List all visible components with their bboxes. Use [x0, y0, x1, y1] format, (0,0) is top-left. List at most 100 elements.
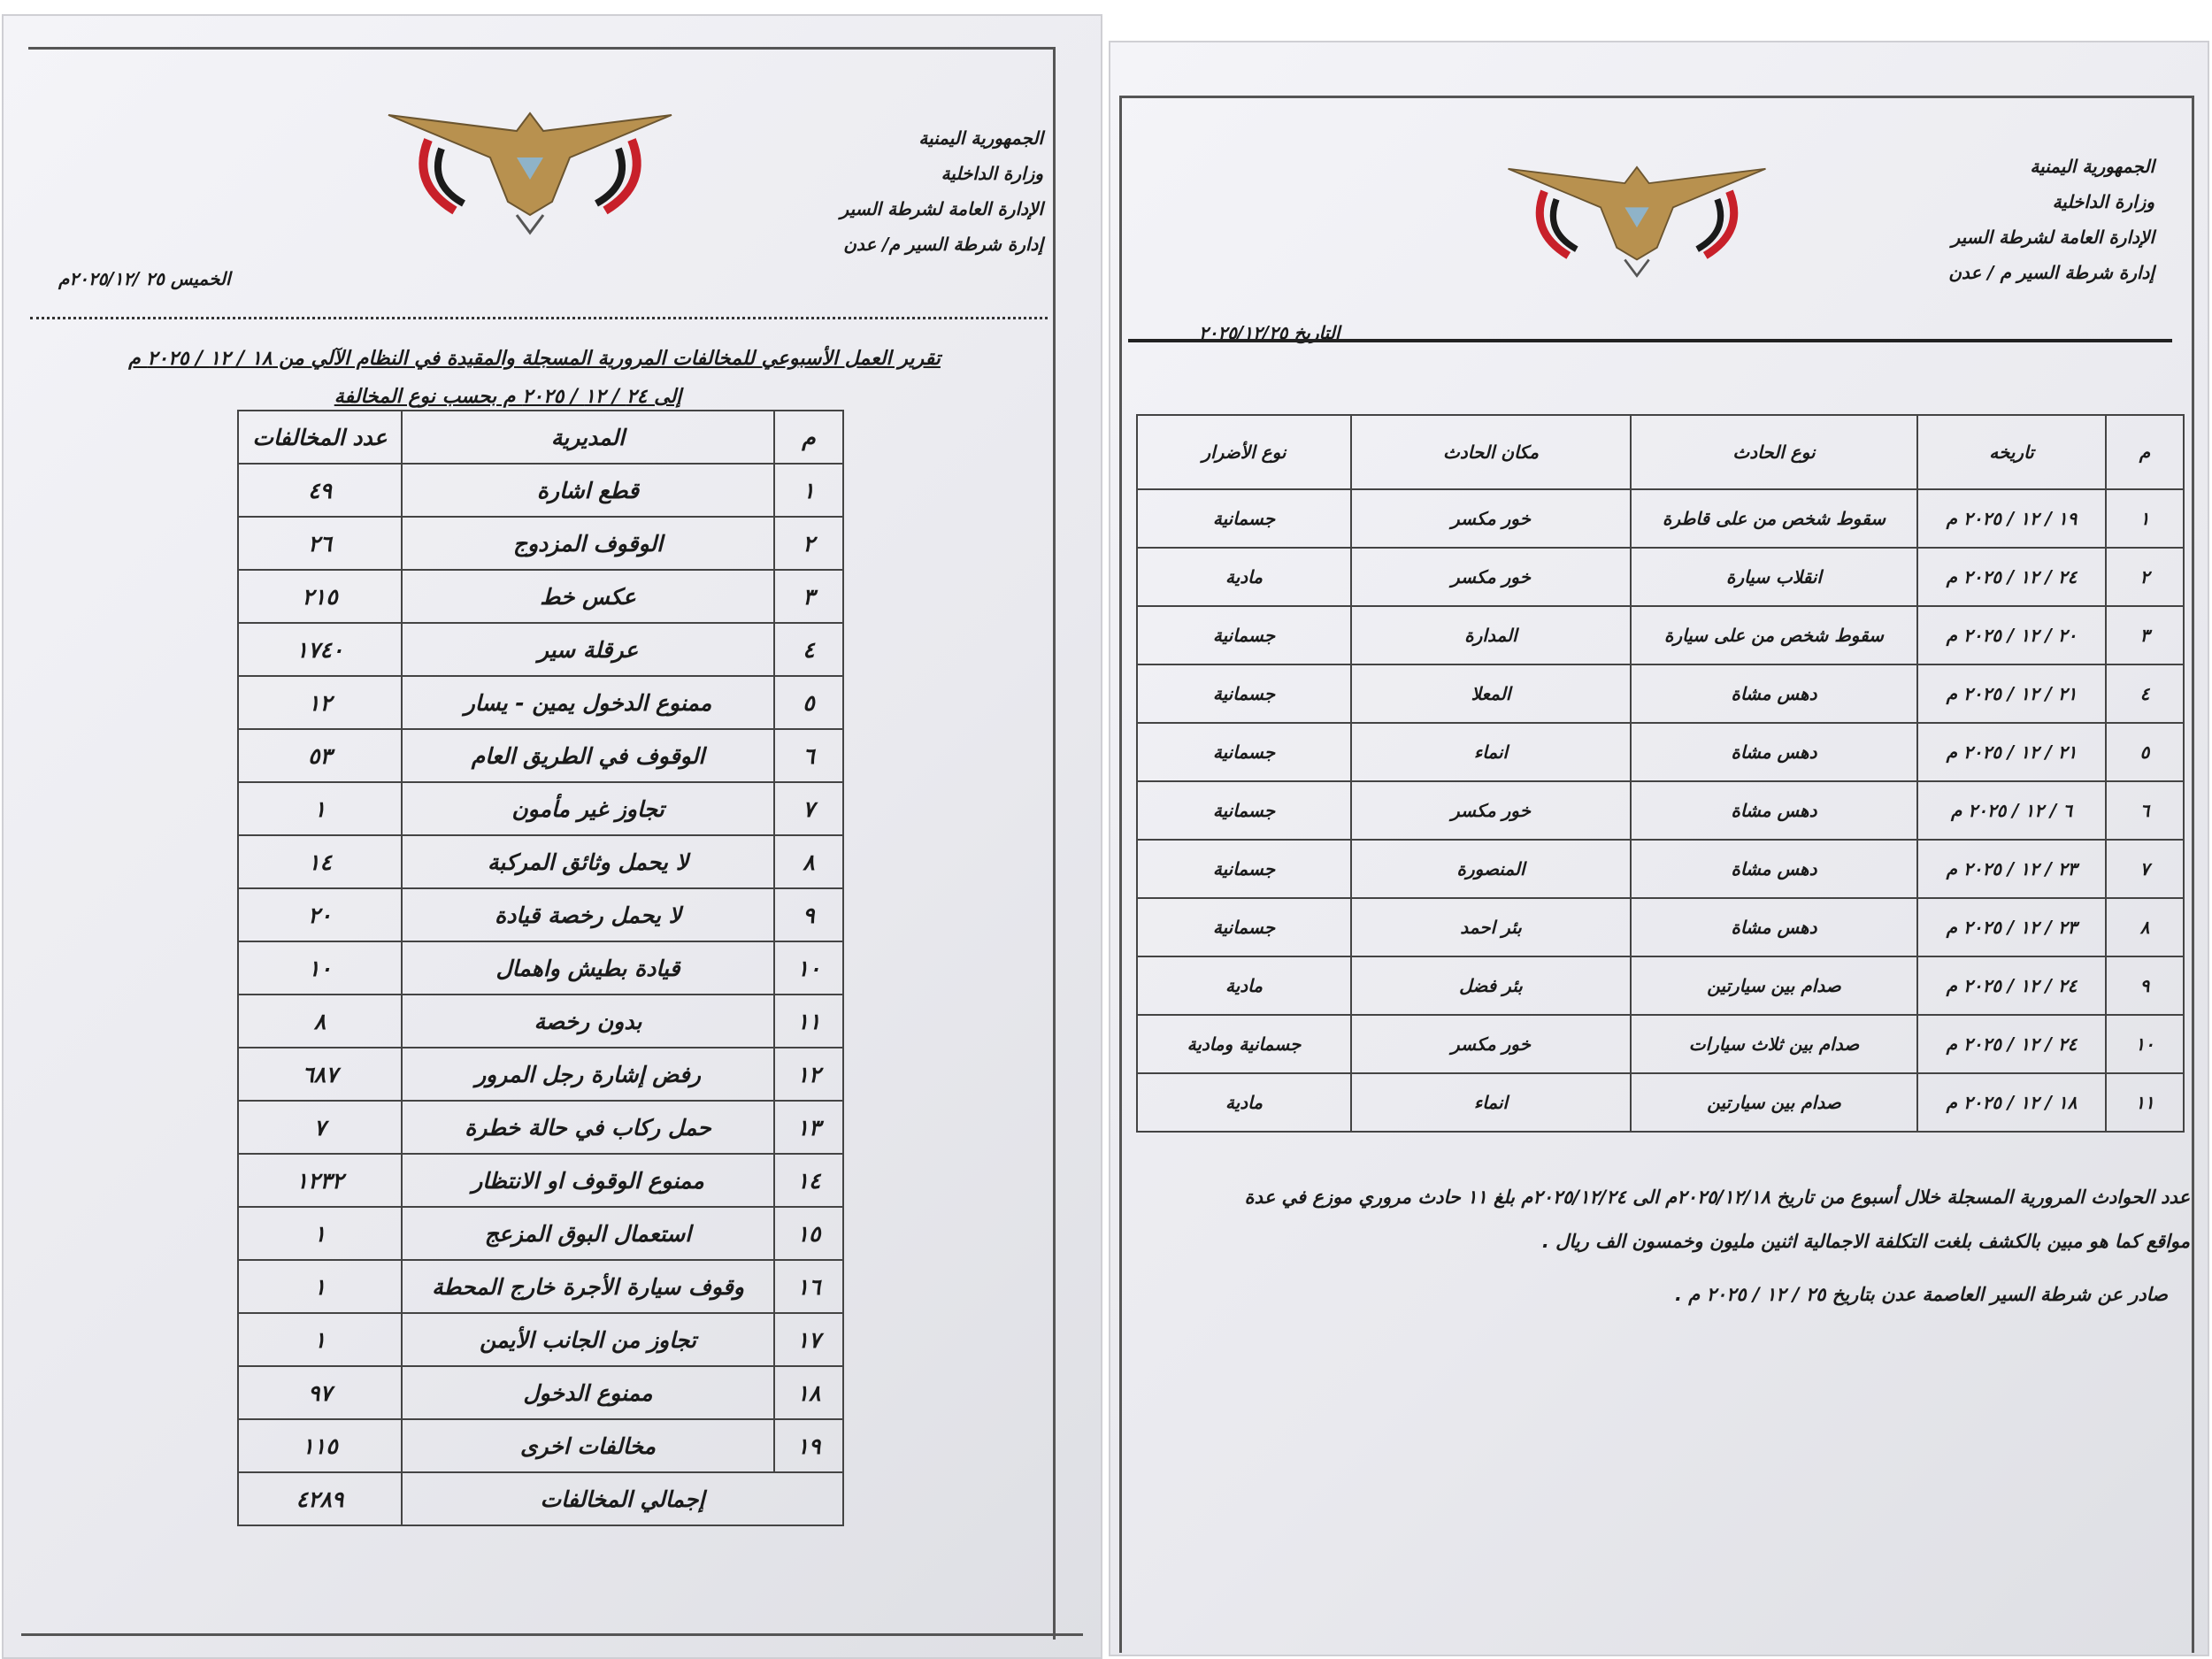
- cell-date: ٢١ / ١٢ / ٢٠٢٥ م: [1916, 664, 2107, 724]
- table-row: ١ قطع اشارة ٤٩: [237, 463, 844, 518]
- cell-type: بدون رخصة: [401, 994, 775, 1048]
- table-row: ١٧ تجاوز من الجانب الأيمن ١: [237, 1312, 844, 1367]
- report-subtitle: إلى ٢٤ / ١٢ / ٢٠٢٥ م بحسب نوع المخالفة: [334, 386, 682, 408]
- cell-count: ١٢: [237, 675, 403, 730]
- cell-num: ٦: [2105, 780, 2185, 841]
- cell-num: ٤: [773, 622, 844, 677]
- summary-line: مواقع كما هو مبين بالكشف بلغت التكلفة ال…: [1541, 1231, 2190, 1252]
- cell-place: انماء: [1350, 1072, 1632, 1133]
- cell-num: ٧: [773, 781, 844, 836]
- yemen-emblem-icon: [388, 111, 672, 235]
- frame-top: [28, 47, 1055, 50]
- table-row: ٨ ٢٣ / ١٢ / ٢٠٢٥ م دهس مشاة بئر احمد جسمانية: [1136, 897, 2185, 957]
- cell-count: ٤٩: [237, 463, 403, 518]
- cell-num: ٣: [773, 569, 844, 624]
- cell-place: بئر فضل: [1350, 956, 1632, 1016]
- cell-num: ٢: [2105, 547, 2185, 607]
- frame-right: [2192, 96, 2194, 1653]
- table-row: ١ ١٩ / ١٢ / ٢٠٢٥ م سقوط شخص من على قاطرة خو…: [1136, 488, 2185, 549]
- cell-date: ١٩ / ١٢ / ٢٠٢٥ م: [1916, 488, 2107, 549]
- cell-type: لا يحمل رخصة قيادة: [401, 887, 775, 942]
- cell-type: دهس مشاة: [1630, 780, 1918, 841]
- cell-type: تجاوز غير مأمون: [401, 781, 775, 836]
- header-place: مكان الحادث: [1350, 414, 1632, 490]
- cell-type: عكس خط: [401, 569, 775, 624]
- table-row: ١١ بدون رخصة ٨: [237, 994, 844, 1048]
- cell-count: ٧: [237, 1100, 403, 1155]
- letterhead: الجمهورية اليمنية وزارة الداخلية الإدارة…: [1948, 149, 2154, 290]
- cell-date: ٢٠ / ١٢ / ٢٠٢٥ م: [1916, 605, 2107, 665]
- cell-damage: مادية: [1136, 547, 1352, 607]
- cell-num: ٩: [773, 887, 844, 942]
- letterhead: الجمهورية اليمنية وزارة الداخلية الإدارة…: [841, 120, 1043, 262]
- table-row: ١٠ قيادة بطيش واهمال ١٠: [237, 941, 844, 995]
- cell-count: ١٢٣٢: [237, 1153, 403, 1208]
- table-row: ١٠ ٢٤ / ١٢ / ٢٠٢٥ م صدام بين ثلاث سيارات خو…: [1136, 1014, 2185, 1074]
- table-row: ٩ لا يحمل رخصة قيادة ٢٠: [237, 887, 844, 942]
- cell-place: المعلا: [1350, 664, 1632, 724]
- summary-line: عدد الحوادث المرورية المسجلة خلال أسبوع …: [1244, 1187, 2190, 1208]
- table-row: ٦ الوقوف في الطريق العام ٥٣: [237, 728, 844, 783]
- cell-num: ١: [2105, 488, 2185, 549]
- table-row: ٣ ٢٠ / ١٢ / ٢٠٢٥ م سقوط شخص من على سيارة ال…: [1136, 605, 2185, 665]
- cell-damage: مادية: [1136, 1072, 1352, 1133]
- cell-type: سقوط شخص من على سيارة: [1630, 605, 1918, 665]
- cell-count: ٥٣: [237, 728, 403, 783]
- cell-num: ١١: [2105, 1072, 2185, 1133]
- cell-place: انماء: [1350, 722, 1632, 782]
- letterhead-line: وزارة الداخلية: [941, 163, 1043, 184]
- frame-bottom: [21, 1633, 1083, 1636]
- cell-place: بئر احمد: [1350, 897, 1632, 957]
- total-label: إجمالي المخالفات: [401, 1471, 844, 1526]
- table-row: ١١ ١٨ / ١٢ / ٢٠٢٥ م صدام بين سيارتين انماء م…: [1136, 1072, 2185, 1133]
- table-row: ٩ ٢٤ / ١٢ / ٢٠٢٥ م صدام بين سيارتين بئر فضل…: [1136, 956, 2185, 1016]
- table-row: ٤ عرقلة سير ١٧٤٠: [237, 622, 844, 677]
- cell-count: ٨: [237, 994, 403, 1048]
- yemen-emblem-icon: [1508, 165, 1766, 278]
- cell-type: صدام بين سيارتين: [1630, 956, 1918, 1016]
- cell-count: ١٧٤٠: [237, 622, 403, 677]
- cell-date: ٢٤ / ١٢ / ٢٠٢٥ م: [1916, 547, 2107, 607]
- summary-paragraph: عدد الحوادث المرورية المسجلة خلال أسبوع …: [1128, 1175, 2190, 1263]
- cell-num: ٤: [2105, 664, 2185, 724]
- cell-count: ٩٧: [237, 1365, 403, 1420]
- cell-type: عرقلة سير: [401, 622, 775, 677]
- cell-num: ١٧: [773, 1312, 844, 1367]
- table-row: ٨ لا يحمل وثائق المركبة ١٤: [237, 834, 844, 889]
- cell-num: ٩: [2105, 956, 2185, 1016]
- table-row: ٧ ٢٣ / ١٢ / ٢٠٢٥ م دهس مشاة المنصورة جسمانية: [1136, 839, 2185, 899]
- table-row: ٥ ممنوع الدخول يمين - يسار ١٢: [237, 675, 844, 730]
- cell-type: قيادة بطيش واهمال: [401, 941, 775, 995]
- cell-damage: جسمانية: [1136, 780, 1352, 841]
- table-row: ١٥ استعمال البوق المزعج ١: [237, 1206, 844, 1261]
- letterhead-line: إدارة شرطة السير م/ عدن: [843, 234, 1043, 255]
- table-row: ٢ الوقوف المزدوج ٢٦: [237, 516, 844, 571]
- cell-num: ١٩: [773, 1418, 844, 1473]
- cell-type: لا يحمل وثائق المركبة: [401, 834, 775, 889]
- header-type: نوع الحادث: [1630, 414, 1918, 490]
- report-date: الخميس ٢٥ /٢٠٢٥/١٢م: [58, 268, 231, 289]
- header-num: م: [2105, 414, 2185, 490]
- cell-type: ممنوع الدخول يمين - يسار: [401, 675, 775, 730]
- frame-top: [1119, 96, 2193, 98]
- header-divider: [1128, 339, 2172, 342]
- cell-num: ١٠: [773, 941, 844, 995]
- cell-count: ١٤: [237, 834, 403, 889]
- cell-damage: جسمانية: [1136, 664, 1352, 724]
- dotted-divider: [30, 317, 1048, 319]
- cell-place: خور مكسر: [1350, 488, 1632, 549]
- letterhead-line: وزارة الداخلية: [2052, 191, 2154, 212]
- cell-num: ٣: [2105, 605, 2185, 665]
- cell-num: ٨: [2105, 897, 2185, 957]
- cell-num: ٨: [773, 834, 844, 889]
- cell-place: خور مكسر: [1350, 780, 1632, 841]
- cell-type: تجاوز من الجانب الأيمن: [401, 1312, 775, 1367]
- table-row: ٢ ٢٤ / ١٢ / ٢٠٢٥ م انقلاب سيارة خور مكسر ماد…: [1136, 547, 2185, 607]
- cell-type: مخالفات اخرى: [401, 1418, 775, 1473]
- letterhead-line: الجمهورية اليمنية: [918, 127, 1043, 149]
- table-row: ١٤ ممنوع الوقوف او الانتظار ١٢٣٢: [237, 1153, 844, 1208]
- cell-type: حمل ركاب في حالة خطرة: [401, 1100, 775, 1155]
- cell-num: ١٣: [773, 1100, 844, 1155]
- cell-num: ١٤: [773, 1153, 844, 1208]
